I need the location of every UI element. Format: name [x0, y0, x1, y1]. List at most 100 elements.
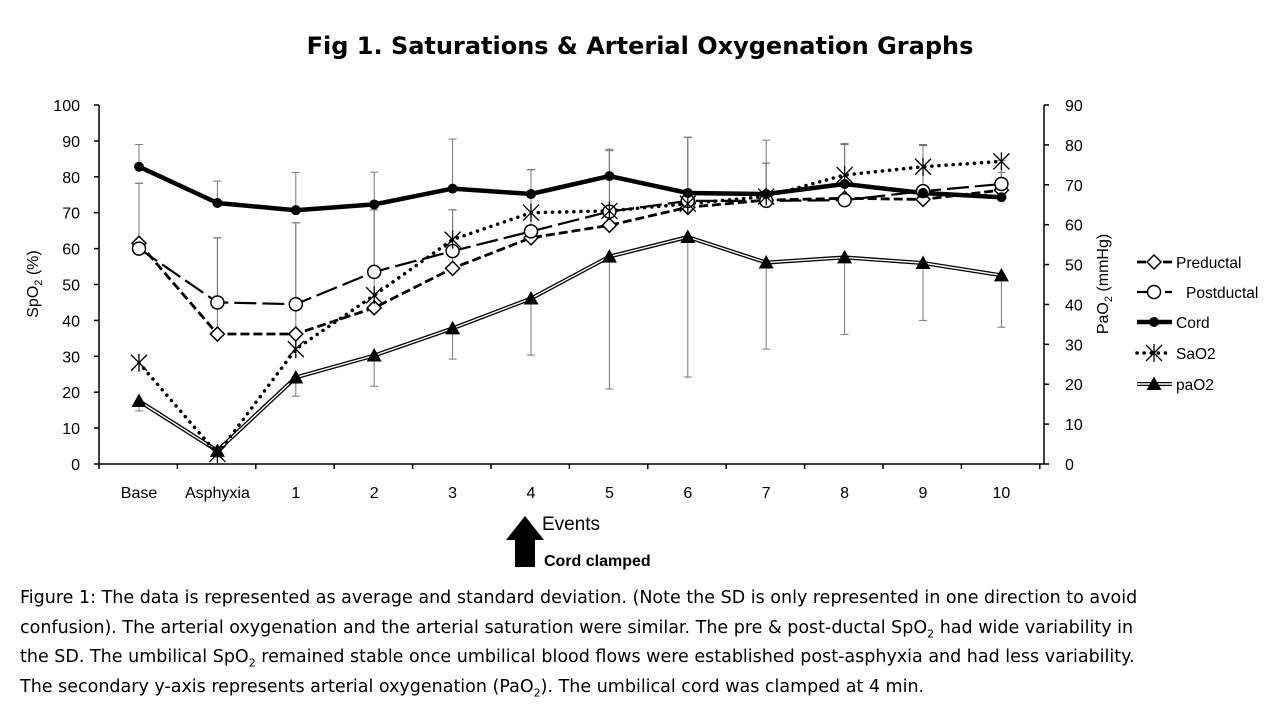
y-tick-label: 70: [62, 206, 80, 223]
point-cord: [290, 205, 301, 216]
point-sao2: [287, 340, 305, 359]
x-tick-label: 5: [605, 485, 614, 502]
legend-asterisk-icon: [1145, 344, 1163, 362]
point-preductal: [209, 325, 226, 343]
point-pao2: [993, 267, 1009, 282]
y-tick-label: 60: [62, 242, 80, 259]
x-tick-label: 7: [762, 485, 771, 502]
plot-axes: [98, 105, 1045, 465]
point-pao2: [915, 255, 931, 269]
y2-tick-label: 40: [1065, 297, 1083, 314]
legend-triangle-icon: [1146, 376, 1162, 390]
point-preductal: [366, 299, 383, 316]
point-pao2: [758, 255, 774, 269]
y2-tick-label: 20: [1065, 377, 1083, 394]
legend-label: Cord: [1176, 315, 1210, 332]
series-lines: [137, 159, 1004, 456]
x-tick-label: 2: [370, 485, 379, 502]
y-tick-label: 10: [62, 421, 80, 438]
point-cord: [212, 198, 223, 209]
point-sao2: [914, 157, 932, 176]
legend-label: SaO2: [1176, 346, 1216, 363]
point-postductal: [523, 224, 539, 239]
legend: Preductal Postductal Cord SaO2 paO2: [1135, 253, 1258, 394]
point-postductal: [994, 176, 1009, 192]
point-pao2: [680, 229, 696, 244]
point-pao2: [366, 348, 382, 362]
x-tick-label: 4: [527, 485, 536, 502]
y-tick-label: 0: [71, 457, 80, 474]
point-pao2: [131, 393, 147, 407]
x-tick-label: 6: [683, 485, 692, 502]
series-line-postductal: [138, 182, 1002, 306]
series-line-preductal: [137, 188, 1002, 336]
x-tick-label: 8: [840, 485, 849, 502]
series-line-sao2: [137, 159, 1004, 456]
point-cord: [996, 192, 1007, 203]
x-tick-label: 1: [291, 485, 300, 502]
y-tick-label: 50: [62, 278, 80, 295]
y-tick-label: 100: [53, 98, 80, 115]
y-tick-label: 40: [62, 313, 80, 330]
x-tick-label: 10: [993, 485, 1011, 502]
legend-label: paO2: [1176, 377, 1214, 394]
point-postductal: [366, 264, 382, 280]
legend-label: Preductal: [1176, 255, 1241, 272]
y-tick-label: 90: [62, 134, 80, 151]
y2-tick-label: 50: [1065, 258, 1083, 275]
y-axis-label: SpO2 (%): [25, 250, 45, 317]
legend-diamond-icon: [1145, 253, 1163, 271]
series-line-pao2: [137, 235, 1002, 453]
point-postductal: [837, 192, 852, 208]
point-cord: [682, 187, 693, 198]
point-preductal: [287, 325, 304, 343]
point-cord: [447, 183, 458, 194]
point-sao2: [836, 166, 854, 185]
point-cord: [918, 187, 928, 198]
legend-item-cord: Cord: [1137, 315, 1210, 332]
y-tick-label: 20: [62, 385, 80, 402]
series-line-pao2: [138, 236, 1002, 452]
y2-tick-label: 60: [1065, 218, 1083, 235]
y2-tick-label: 30: [1065, 337, 1083, 354]
point-pao2: [445, 320, 461, 335]
series-line-cord: [138, 164, 1002, 213]
y2-axis-label: PaO2 (mmHg): [1095, 234, 1115, 334]
point-preductal: [444, 260, 461, 277]
chart: Fig 1. Saturations & Arterial Oxygenatio…: [25, 32, 1258, 570]
x-tick-label: Asphyxia: [185, 485, 250, 502]
y-tick-label: 30: [62, 349, 80, 366]
caption-line-3: the SD. The umbilical SpO2 remained stab…: [20, 647, 1135, 670]
point-cord: [134, 161, 144, 172]
x-tick-label: 9: [919, 485, 928, 502]
figure-caption: Figure 1: The data is represented as ave…: [20, 584, 1265, 702]
point-sao2: [365, 286, 383, 305]
caption-line-1: Figure 1: The data is represented as ave…: [20, 588, 1138, 608]
legend-item-pao2: paO2: [1137, 376, 1214, 394]
point-cord: [526, 189, 536, 200]
point-pao2: [209, 443, 225, 457]
legend-item-postductal: Postductal: [1137, 284, 1258, 302]
point-sao2: [444, 230, 462, 249]
y2-axis-ticks: 0 10 20 30 40 50 60 70 80 90: [1044, 98, 1083, 474]
caption-line-4: The secondary y-axis represents arterial…: [20, 676, 925, 699]
point-postductal: [288, 296, 304, 312]
y2-tick-label: 90: [1065, 98, 1083, 115]
point-cord: [369, 199, 380, 210]
y2-tick-label: 80: [1065, 138, 1083, 155]
legend-label: Postductal: [1186, 285, 1258, 302]
y-axis-ticks: 0 10 20 30 40 50 60 70 80 90 100: [53, 98, 99, 474]
point-sao2: [679, 194, 697, 213]
point-pao2: [601, 249, 617, 263]
point-postductal: [210, 295, 225, 310]
point-pao2: [523, 290, 539, 305]
point-postductal: [131, 241, 147, 256]
y2-tick-label: 70: [1065, 178, 1083, 195]
x-axis-ticks: Base Asphyxia 1 2 3 4 5 6 7 8 9 10: [98, 464, 1041, 502]
point-sao2: [992, 152, 1010, 171]
caption-line-2: confusion). The arterial oxygenation and…: [20, 617, 1134, 640]
y2-tick-label: 10: [1065, 417, 1083, 434]
legend-item-preductal: Preductal: [1137, 253, 1241, 272]
cord-clamped-label: Cord clamped: [544, 553, 651, 570]
point-cord: [604, 171, 615, 182]
